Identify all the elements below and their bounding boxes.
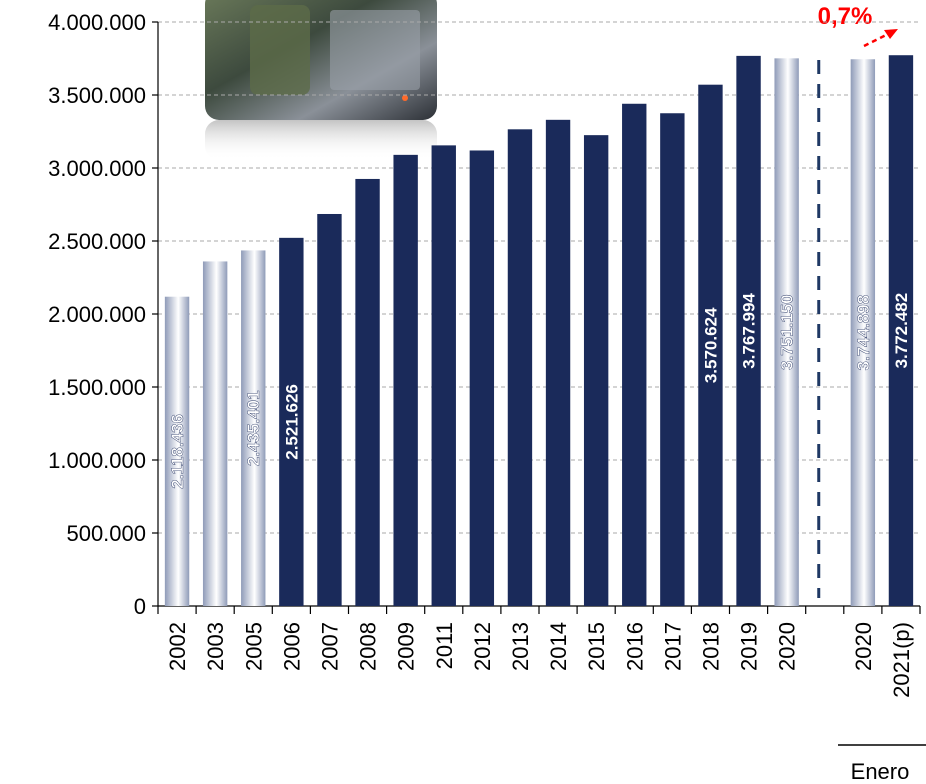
x-tick-label: 2013 <box>508 622 533 671</box>
bar <box>622 103 647 606</box>
x-tick-label: 2014 <box>546 622 571 671</box>
x-tick-label: 2011 <box>432 622 457 669</box>
y-tick-label: 1.000.000 <box>48 448 146 473</box>
photo <box>205 0 437 160</box>
value-label: 3.570.624 <box>701 307 720 383</box>
x-tick-label: 2006 <box>279 622 304 671</box>
x-tick-label: 2005 <box>241 622 266 671</box>
bar <box>545 119 571 606</box>
annotation-arrow <box>863 29 898 48</box>
x-tick-label: 2021(p) <box>889 622 914 698</box>
bar <box>736 55 761 607</box>
bar <box>850 59 876 607</box>
value-label: 2.435.401 <box>244 390 263 466</box>
value-label: 3.767.994 <box>740 293 759 369</box>
value-label: 3.772.482 <box>892 293 911 369</box>
x-tick-label: 2016 <box>622 622 647 671</box>
value-label: 3.751.150 <box>778 294 797 370</box>
x-tick-label: 2012 <box>470 622 495 671</box>
x-tick-label: 2003 <box>203 622 228 671</box>
y-tick-label: 2.500.000 <box>48 229 146 254</box>
bar <box>583 135 609 606</box>
y-tick-label: 1.500.000 <box>48 375 146 400</box>
x-tick-label: 2020 <box>775 622 800 671</box>
bar <box>698 84 723 606</box>
x-tick-label: 2009 <box>394 622 419 671</box>
x-tick-label: 2020 <box>851 622 876 671</box>
bar <box>469 150 495 607</box>
y-tick-label: 500.000 <box>66 521 146 546</box>
bar <box>202 261 228 606</box>
bar <box>431 145 456 606</box>
y-tick-label: 3.500.000 <box>48 83 146 108</box>
x-tick-label: 2002 <box>165 622 190 671</box>
bar <box>241 250 266 606</box>
y-tick-label: 4.000.000 <box>48 10 146 35</box>
y-tick-label: 2.000.000 <box>48 302 146 327</box>
bar <box>355 178 380 606</box>
bar <box>279 237 304 607</box>
bar <box>507 129 533 606</box>
bar <box>888 55 914 606</box>
bar <box>660 113 685 606</box>
bar <box>393 154 418 607</box>
x-tick-label: 2008 <box>356 622 381 671</box>
x-tick-label: 2007 <box>317 622 342 671</box>
bar <box>774 58 799 607</box>
x-tick-label: 2017 <box>660 622 685 671</box>
annotation: 0,7% <box>818 3 873 30</box>
x-tick-label: 2015 <box>584 622 609 671</box>
value-label: 3.744.898 <box>854 295 873 371</box>
value-label: 2.521.626 <box>282 384 301 460</box>
enero-bracket: Enero <box>838 744 926 784</box>
value-label: 2.118.436 <box>168 414 187 489</box>
y-tick-label: 3.000.000 <box>48 156 146 181</box>
group-label: Enero <box>851 759 910 784</box>
x-tick-label: 2018 <box>698 622 723 671</box>
bar <box>317 213 342 607</box>
bar <box>164 296 190 606</box>
y-tick-label: 0 <box>134 594 146 619</box>
x-tick-label: 2019 <box>737 622 762 671</box>
